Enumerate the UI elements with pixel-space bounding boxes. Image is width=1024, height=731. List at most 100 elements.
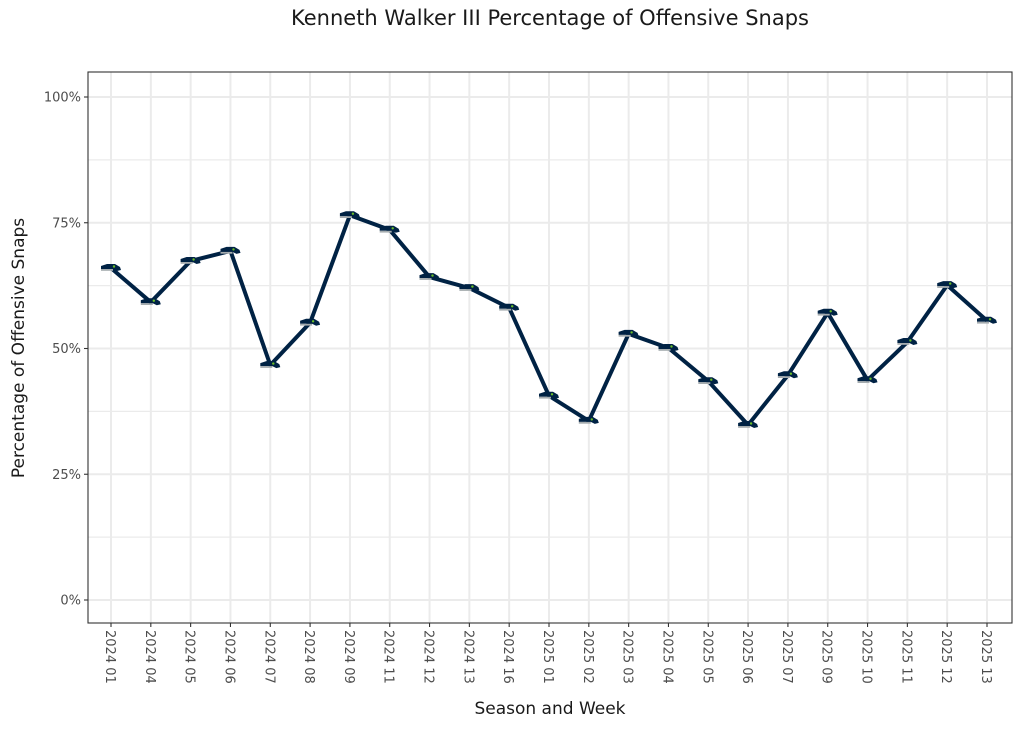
x-tick-label: 2025 02 (580, 630, 595, 684)
seahawks-logo-icon (419, 273, 440, 281)
data-point-marker (977, 316, 997, 324)
seahawks-logo-icon (698, 377, 719, 385)
seahawks-logo-icon (578, 416, 599, 424)
logo-eye (431, 274, 434, 277)
data-point-marker (817, 308, 838, 316)
logo-accent (180, 262, 193, 264)
x-tick-label: 2025 01 (540, 630, 555, 684)
logo-accent (459, 289, 472, 291)
markers-group (101, 211, 997, 428)
x-tick-label: 2024 07 (261, 630, 276, 684)
logo-accent (977, 321, 989, 324)
logo-accent (220, 251, 233, 254)
logo-accent (300, 323, 313, 326)
x-tick-label: 2024 09 (341, 630, 356, 684)
x-tick-label: 2025 12 (938, 630, 953, 684)
logo-eye (311, 320, 315, 323)
data-point-marker (260, 361, 281, 369)
seahawks-logo-icon (220, 246, 241, 254)
logo-accent (101, 269, 113, 271)
seahawks-logo-icon (777, 371, 798, 379)
x-tick-label: 2025 13 (978, 630, 993, 684)
seahawks-logo-icon (379, 225, 400, 233)
data-point-marker (539, 391, 559, 399)
data-point-marker (578, 416, 599, 424)
x-tick-label: 2024 06 (221, 630, 236, 684)
data-point-marker (459, 284, 480, 292)
logo-eye (152, 299, 155, 302)
seahawks-logo-icon (180, 257, 201, 264)
logo-accent (777, 376, 790, 378)
logo-accent (738, 426, 751, 428)
logo-eye (272, 362, 275, 365)
seahawks-logo-icon (977, 316, 997, 324)
y-axis-title: Percentage of Offensive Snaps (9, 218, 29, 478)
seahawks-logo-icon (459, 284, 480, 292)
x-tick-label: 2024 12 (421, 630, 436, 684)
seahawks-logo-icon (937, 281, 958, 289)
data-point-marker (857, 376, 878, 384)
logo-accent (817, 313, 830, 316)
logo-accent (499, 308, 512, 311)
data-point-marker (738, 421, 759, 428)
seahawks-logo-icon (140, 298, 161, 306)
logo-eye (391, 227, 394, 230)
logo-accent (539, 396, 551, 399)
data-point-marker (658, 344, 679, 351)
logo-accent (260, 366, 273, 368)
seahawks-logo-icon (618, 329, 639, 337)
seahawks-logo-icon (260, 361, 281, 369)
x-axis: 2024 01 2024 04 2024 05 2024 06 2024 07 2024 … (102, 623, 993, 684)
x-tick-label: 2024 11 (381, 630, 396, 684)
logo-eye (749, 422, 753, 425)
data-point-marker (897, 338, 918, 345)
logo-eye (789, 372, 793, 375)
data-point-marker (300, 318, 321, 326)
data-point-marker (180, 257, 201, 264)
seahawks-logo-icon (738, 421, 759, 428)
logo-eye (909, 339, 912, 342)
logo-accent (419, 278, 432, 280)
logo-accent (698, 382, 711, 384)
data-point-marker (140, 298, 161, 306)
seahawks-logo-icon (897, 338, 918, 345)
data-point-marker (618, 329, 639, 337)
data-point-marker (220, 246, 241, 254)
logo-accent (379, 230, 392, 233)
logo-eye (590, 418, 593, 421)
y-tick-label: 75% (52, 216, 81, 231)
x-tick-label: 2025 03 (620, 630, 635, 684)
seahawks-logo-icon (539, 391, 559, 399)
logo-eye (949, 282, 952, 285)
logo-accent (578, 421, 591, 424)
x-tick-label: 2024 08 (301, 630, 316, 684)
x-tick-label: 2025 05 (699, 630, 714, 684)
x-tick-label: 2024 01 (102, 630, 117, 684)
x-tick-label: 2025 11 (898, 630, 913, 684)
x-axis-title: Season and Week (474, 699, 625, 719)
data-point-marker (499, 303, 520, 311)
seahawks-logo-icon (857, 376, 878, 384)
x-tick-label: 2025 09 (819, 630, 834, 684)
logo-accent (937, 286, 950, 288)
logo-accent (857, 381, 870, 383)
seahawks-logo-icon (658, 344, 679, 351)
data-point-marker (419, 273, 440, 281)
grid-major (88, 72, 1012, 623)
logo-eye (550, 393, 554, 396)
x-tick-label: 2025 04 (659, 630, 674, 684)
y-tick-label: 25% (52, 468, 81, 483)
logo-eye (988, 318, 992, 321)
y-tick-label: 0% (60, 594, 81, 609)
x-tick-label: 2024 04 (142, 630, 157, 684)
data-point-marker (777, 371, 798, 379)
logo-eye (112, 265, 116, 268)
data-point-marker (339, 211, 360, 219)
x-tick-label: 2024 13 (460, 630, 475, 684)
seahawks-logo-icon (300, 318, 321, 326)
logo-eye (511, 305, 514, 308)
data-point-marker (698, 377, 719, 385)
logo-accent (618, 334, 631, 337)
y-axis: 0% 25% 50% 75% 100% (44, 91, 88, 609)
seahawks-logo-icon (817, 308, 838, 316)
